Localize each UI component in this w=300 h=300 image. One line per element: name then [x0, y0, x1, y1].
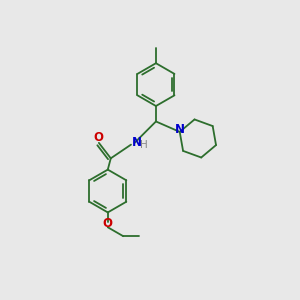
Text: N: N: [175, 123, 185, 136]
Text: N: N: [132, 136, 142, 149]
Text: H: H: [140, 140, 148, 150]
Text: O: O: [93, 131, 103, 144]
Text: O: O: [103, 217, 113, 230]
